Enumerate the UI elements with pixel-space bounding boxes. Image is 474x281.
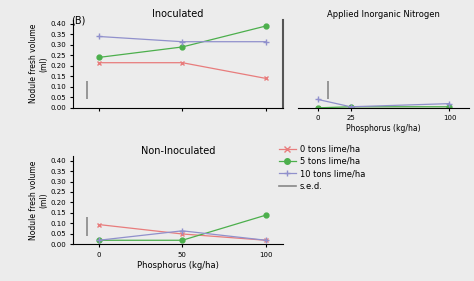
- Title: Non-Inoculated: Non-Inoculated: [141, 146, 215, 156]
- Text: (B): (B): [72, 15, 86, 25]
- Title: Applied Inorganic Nitrogen: Applied Inorganic Nitrogen: [327, 10, 440, 19]
- Legend: 0 tons lime/ha, 5 tons lime/ha, 10 tons lime/ha, s.e.d.: 0 tons lime/ha, 5 tons lime/ha, 10 tons …: [279, 145, 365, 191]
- Y-axis label: Nodule fresh volume
(ml): Nodule fresh volume (ml): [29, 161, 49, 240]
- X-axis label: Phosphorus (kg/ha): Phosphorus (kg/ha): [137, 261, 219, 270]
- Y-axis label: Nodule fresh volume
(ml): Nodule fresh volume (ml): [29, 24, 49, 103]
- X-axis label: Phosphorus (kg/ha): Phosphorus (kg/ha): [346, 124, 421, 133]
- Title: Inoculated: Inoculated: [153, 9, 204, 19]
